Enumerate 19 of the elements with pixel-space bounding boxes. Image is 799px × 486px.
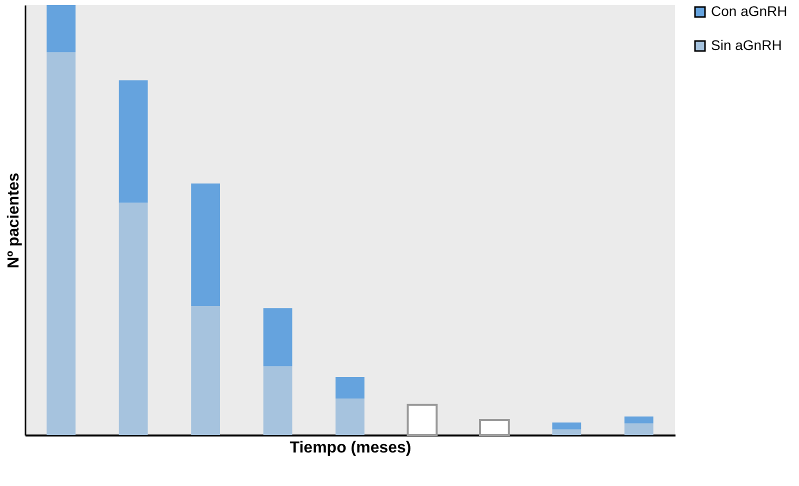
bar	[479, 418, 510, 436]
legend-label: Con aGnRH	[711, 3, 788, 19]
bar	[624, 416, 654, 424]
bar	[46, 52, 76, 435]
bar	[263, 308, 292, 366]
bar	[118, 202, 148, 435]
bar	[336, 376, 364, 398]
bar	[263, 366, 292, 435]
y-axis-title: Nº pacientes	[6, 172, 22, 268]
bar	[624, 423, 654, 435]
bar	[118, 80, 148, 203]
bar	[336, 398, 364, 435]
legend-label: Sin aGnRH	[711, 37, 782, 53]
bar	[552, 422, 582, 430]
x-axis-title: Tiempo (meses)	[290, 440, 412, 456]
bar	[191, 306, 220, 435]
bar	[552, 429, 582, 435]
bar	[46, 5, 76, 52]
bar	[191, 183, 220, 306]
